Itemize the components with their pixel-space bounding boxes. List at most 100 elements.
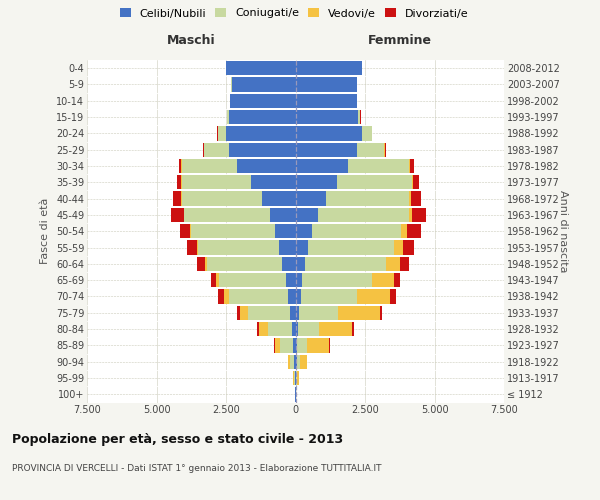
Bar [296, 338, 298, 352]
Bar [198, 240, 279, 254]
Bar [296, 322, 298, 336]
Bar [275, 224, 296, 238]
Y-axis label: Anni di nascita: Anni di nascita [558, 190, 568, 272]
Bar [385, 142, 386, 157]
Bar [296, 78, 356, 92]
Bar [218, 290, 224, 304]
Bar [190, 224, 191, 238]
Bar [257, 322, 259, 336]
Bar [407, 224, 421, 238]
Text: PROVINCIA DI VERCELLI - Dati ISTAT 1° gennaio 2013 - Elaborazione TUTTITALIA.IT: PROVINCIA DI VERCELLI - Dati ISTAT 1° ge… [12, 464, 382, 473]
Bar [409, 208, 412, 222]
Bar [290, 306, 296, 320]
Bar [296, 110, 358, 124]
Bar [307, 338, 329, 352]
Bar [401, 224, 407, 238]
Bar [179, 159, 181, 173]
Text: Popolazione per età, sesso e stato civile - 2013: Popolazione per età, sesso e stato civil… [12, 432, 343, 446]
Bar [296, 159, 349, 173]
Bar [288, 290, 296, 304]
Bar [296, 306, 299, 320]
Bar [412, 208, 426, 222]
Bar [296, 126, 362, 140]
Bar [191, 224, 275, 238]
Bar [308, 240, 394, 254]
Bar [297, 371, 299, 385]
Text: Femmine: Femmine [368, 34, 432, 47]
Bar [338, 306, 380, 320]
Bar [288, 354, 290, 369]
Bar [297, 354, 300, 369]
Bar [177, 175, 181, 190]
Bar [390, 290, 395, 304]
Bar [216, 273, 219, 287]
Bar [403, 240, 413, 254]
Bar [293, 371, 295, 385]
Bar [237, 159, 296, 173]
Bar [171, 208, 184, 222]
Bar [218, 126, 226, 140]
Bar [312, 224, 401, 238]
Text: Maschi: Maschi [167, 34, 215, 47]
Bar [356, 142, 385, 157]
Bar [286, 273, 296, 287]
Bar [362, 126, 372, 140]
Bar [229, 110, 296, 124]
Bar [296, 142, 356, 157]
Bar [372, 273, 394, 287]
Bar [197, 240, 198, 254]
Bar [290, 354, 294, 369]
Bar [293, 338, 296, 352]
Bar [296, 240, 308, 254]
Bar [280, 338, 293, 352]
Bar [296, 290, 301, 304]
Legend: Celibi/Nubili, Coniugati/e, Vedovi/e, Divorziati/e: Celibi/Nubili, Coniugati/e, Vedovi/e, Di… [119, 8, 469, 18]
Bar [282, 256, 296, 271]
Bar [173, 192, 181, 206]
Bar [318, 208, 409, 222]
Bar [296, 273, 302, 287]
Bar [237, 306, 240, 320]
Bar [296, 61, 362, 76]
Bar [219, 273, 286, 287]
Bar [182, 159, 237, 173]
Bar [305, 256, 386, 271]
Bar [352, 322, 354, 336]
Bar [296, 354, 297, 369]
Bar [197, 256, 205, 271]
Bar [274, 338, 275, 352]
Bar [410, 159, 413, 173]
Bar [224, 290, 229, 304]
Bar [326, 192, 409, 206]
Bar [271, 208, 296, 222]
Bar [207, 256, 282, 271]
Bar [394, 240, 403, 254]
Bar [226, 126, 296, 140]
Bar [211, 273, 216, 287]
Bar [298, 322, 319, 336]
Bar [296, 256, 305, 271]
Bar [301, 290, 356, 304]
Bar [296, 175, 337, 190]
Bar [296, 224, 312, 238]
Bar [259, 322, 268, 336]
Bar [394, 273, 400, 287]
Bar [227, 110, 229, 124]
Bar [275, 338, 280, 352]
Bar [349, 159, 409, 173]
Bar [409, 192, 412, 206]
Bar [300, 354, 307, 369]
Bar [181, 224, 190, 238]
Bar [299, 306, 338, 320]
Bar [248, 306, 290, 320]
Bar [262, 192, 296, 206]
Bar [296, 192, 326, 206]
Bar [386, 256, 400, 271]
Bar [358, 110, 360, 124]
Bar [294, 354, 296, 369]
Bar [184, 208, 271, 222]
Bar [279, 240, 296, 254]
Bar [296, 94, 356, 108]
Bar [356, 94, 358, 108]
Bar [296, 371, 297, 385]
